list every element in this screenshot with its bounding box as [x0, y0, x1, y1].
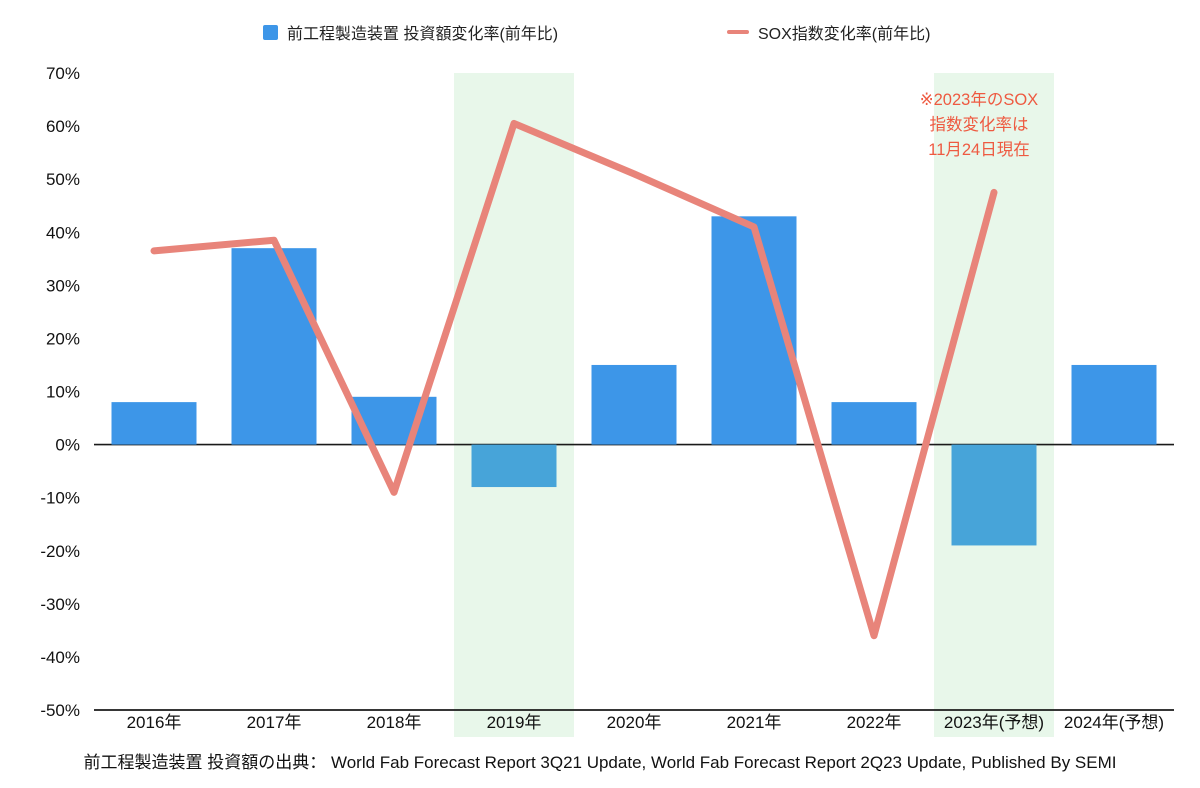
x-tick-label-2016年: 2016年 — [127, 713, 182, 732]
bar-2024年(予想) — [1071, 364, 1157, 445]
annotation-line-2: 指数変化率は — [929, 116, 1029, 134]
x-tick-label-2019年: 2019年 — [487, 713, 542, 732]
y-tick-label--40: -40% — [40, 648, 80, 667]
y-tick-label--30: -30% — [40, 595, 80, 614]
y-tick-label--10: -10% — [40, 489, 80, 508]
x-tick-label-2023年(予想): 2023年(予想) — [944, 713, 1044, 732]
bar-2016年 — [111, 402, 197, 445]
x-tick-label-2021年: 2021年 — [727, 713, 782, 732]
y-tick-label-40: 40% — [46, 223, 80, 242]
x-tick-label-2020年: 2020年 — [607, 713, 662, 732]
y-tick-label-20: 20% — [46, 329, 80, 348]
legend-bar-label: 前工程製造装置 投資額変化率(前年比) — [287, 26, 559, 43]
legend-item-line-series: SOX指数変化率(前年比) — [727, 20, 930, 44]
bar-2019年 — [471, 444, 557, 488]
highlight-band-2019年 — [454, 73, 574, 737]
legend-line-label: SOX指数変化率(前年比) — [758, 26, 931, 43]
y-tick-label-0: 0% — [55, 436, 80, 455]
sox-index-line — [150, 119, 998, 640]
bar-2023年(予想) — [951, 444, 1037, 546]
y-tick-label-50: 50% — [46, 170, 80, 189]
annotation-line-3: 11月24日現在 — [928, 141, 1030, 159]
y-tick-label-10: 10% — [46, 383, 80, 402]
line-series-swatch-icon — [727, 30, 749, 34]
y-tick-label--20: -20% — [40, 542, 80, 561]
x-tick-label-2024年(予想): 2024年(予想) — [1064, 713, 1164, 732]
legend-item-bar-series: 前工程製造装置 投資額変化率(前年比) — [263, 20, 558, 44]
chart-annotation: ※2023年のSOX 指数変化率は 11月24日現在 — [896, 88, 1062, 163]
y-tick-label--50: -50% — [40, 701, 80, 720]
y-tick-label-70: 70% — [46, 64, 80, 83]
x-tick-label-2017年: 2017年 — [247, 713, 302, 732]
highlight-band-2023年(予想) — [934, 73, 1054, 737]
x-tick-label-2022年: 2022年 — [847, 713, 902, 732]
bar-2020年 — [591, 364, 677, 445]
annotation-line-1: ※2023年のSOX — [919, 91, 1039, 109]
y-tick-label-30: 30% — [46, 276, 80, 295]
x-tick-label-2018年: 2018年 — [367, 713, 422, 732]
source-note: 前工程製造装置 投資額の出典： World Fab Forecast Repor… — [83, 753, 1117, 772]
y-tick-label-60: 60% — [46, 117, 80, 136]
bar-2017年 — [231, 248, 317, 445]
bar-2022年 — [831, 402, 917, 445]
bar-series-swatch-icon — [263, 24, 278, 40]
